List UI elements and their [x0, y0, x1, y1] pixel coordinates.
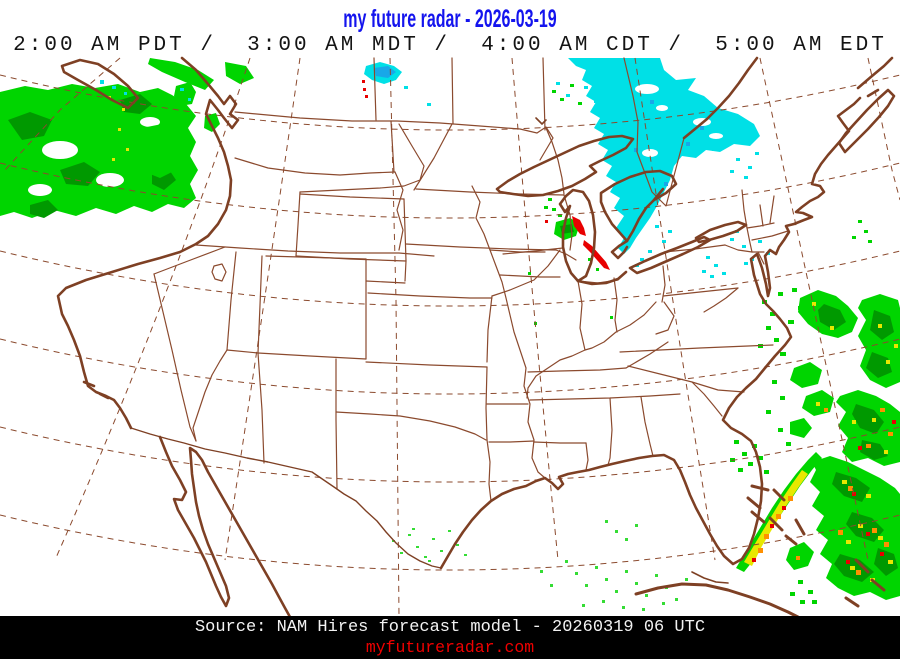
- graticule: [0, 57, 900, 618]
- source-text: Source: NAM Hires forecast model - 20260…: [194, 618, 706, 637]
- precipitation-layer: [0, 58, 900, 611]
- timezone-subtitle: 2:00 AM PDT / 3:00 AM MDT / 4:00 AM CDT …: [13, 34, 887, 57]
- snow-specks-trailing: [635, 135, 770, 278]
- precip-pacific-northwest: [0, 58, 254, 218]
- state-borders: [153, 57, 789, 502]
- website-text: myfutureradar.com: [365, 638, 535, 657]
- precip-florida-squall-line: [736, 452, 822, 572]
- precip-gulf-sprinkles: [392, 520, 688, 611]
- coastline: [56, 56, 896, 619]
- page-title: my future radar - 2026-03-19: [343, 5, 557, 33]
- precip-canada-snow-mass: [568, 58, 770, 278]
- precip-atlantic-showers: [758, 220, 900, 446]
- precip-top-center-snow: [362, 62, 431, 106]
- footer-bar: Source: NAM Hires forecast model - 20260…: [0, 616, 900, 659]
- precip-southeast-atlantic: [730, 390, 900, 474]
